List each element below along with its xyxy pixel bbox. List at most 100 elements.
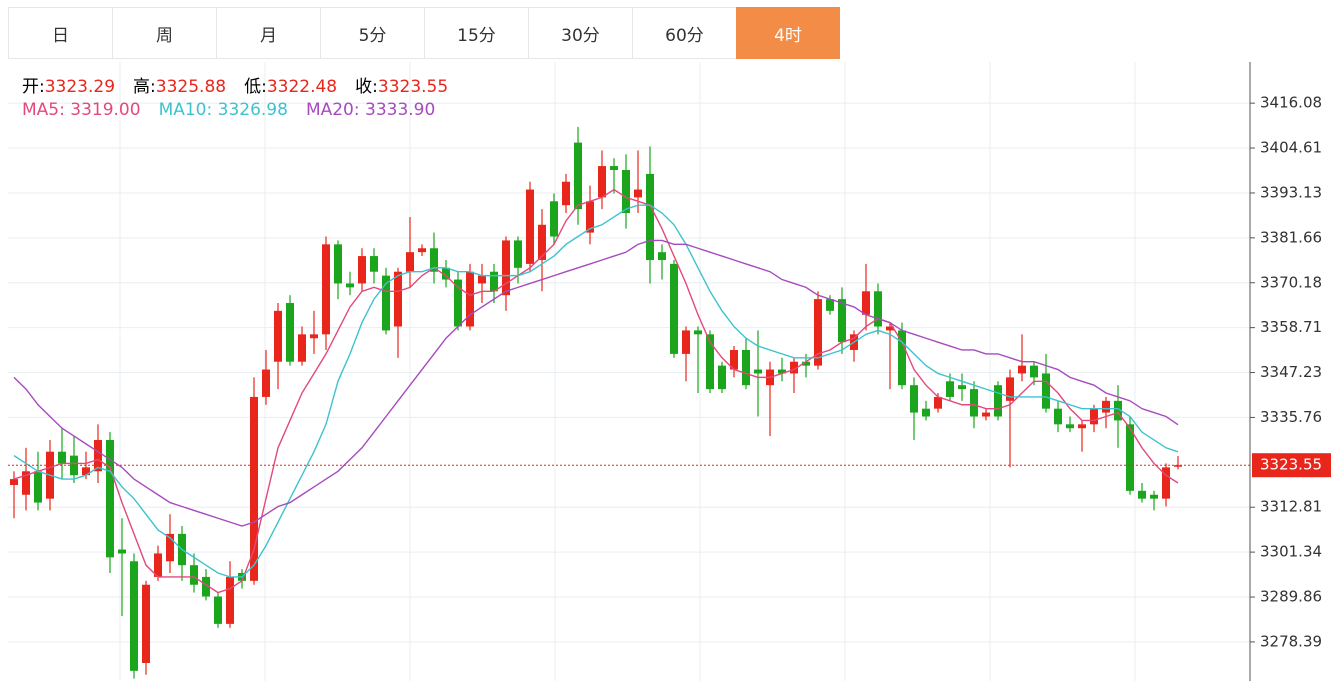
ma-value: 3326.98 [217,100,288,120]
candle-body [130,561,138,671]
candle-body [538,224,546,260]
ma-name: MA20: [305,100,360,120]
candle-body [1054,408,1062,425]
period-tab[interactable]: 30分 [528,7,632,59]
candle-body [1102,400,1110,413]
candle-body [802,361,810,366]
period-tab[interactable]: 5分 [320,7,424,59]
y-tick-label: 3358.71 [1260,318,1322,336]
candle-body [142,584,150,664]
candle-body [322,244,330,335]
period-tab[interactable]: 15分 [424,7,528,59]
candle-body [670,263,678,354]
y-tick-label: 3278.39 [1260,632,1322,650]
y-tick-label: 3289.86 [1260,588,1322,606]
candle-body [898,330,906,386]
candle-body [862,291,870,315]
period-tab[interactable]: 日 [8,7,112,59]
candle-body [1150,494,1158,499]
candle-body [478,275,486,284]
last-price-box [1252,453,1331,478]
candle-body [1126,424,1134,491]
ohlc-value: 3323.29 [44,77,116,97]
candle-body [430,248,438,272]
candle-body [814,299,822,366]
ohlc-item: 低:3322.48 [244,72,337,97]
candle-body [382,275,390,331]
candle-body [790,361,798,374]
candle-body [106,439,114,558]
candle-body [586,201,594,233]
last-price-label: 3323.55 [1260,456,1322,474]
candle-body [466,271,474,327]
candle-body [346,283,354,288]
candle-body [1030,365,1038,378]
candle-body [754,369,762,374]
candle-body [958,385,966,390]
candle-body [82,467,90,476]
candle-body [910,385,918,413]
candle-body [550,201,558,237]
candle-body [718,365,726,390]
candle-body [1138,490,1146,499]
period-tab[interactable]: 月 [216,7,320,59]
ma-legend-item: MA10: 3326.98 [159,100,288,120]
ohlc-label: 开: [22,77,45,97]
candle-body [22,471,30,495]
ma-line [13,188,1179,594]
candle-body [994,385,1002,417]
candle-body [274,310,282,362]
candle-body [394,271,402,327]
candle-body [778,369,786,374]
period-tab[interactable]: 4时 [736,7,840,59]
ma-line [13,239,1179,527]
candle-body [1114,400,1122,421]
y-tick-label: 3404.61 [1260,139,1322,157]
candle-body [1066,424,1074,429]
candle-body [1162,467,1170,499]
candle-body [442,267,450,280]
candle-body [1090,408,1098,425]
candle-body [982,412,990,417]
candle-body [490,271,498,292]
candle-body [34,471,42,503]
candle-body [874,291,882,327]
candle-body [214,596,222,624]
candle-body [58,451,66,464]
ma-value: 3319.00 [70,100,141,120]
candle-body [358,256,366,284]
candle-body [526,189,534,264]
ma-value: 3333.90 [365,100,436,120]
candle-body [826,299,834,311]
candle-body [730,349,738,370]
candle-body [886,326,894,331]
ma-name: MA10: [158,100,213,120]
ma-legend: MA5: 3319.00 MA10: 3326.98 MA20: 3333.90 [22,100,435,120]
candle-body [10,479,18,485]
ohlc-value: 3323.55 [377,77,449,97]
candle-body [1006,377,1014,401]
candle-body [250,396,258,581]
candle-body [622,169,630,214]
period-tab[interactable]: 60分 [632,7,736,59]
candle-body [694,330,702,335]
candle-body [370,256,378,272]
ohlc-item: 收:3323.55 [355,72,448,97]
candle-body [1018,365,1026,374]
ohlc-label: 高: [133,77,156,97]
candle-body [502,240,510,296]
y-tick-label: 3312.81 [1260,498,1322,516]
y-tick-label: 3416.08 [1260,94,1322,112]
y-tick-label: 3381.66 [1260,228,1322,246]
ma-line [13,204,1179,578]
candle-body [406,252,414,272]
y-tick-label: 3301.34 [1260,543,1322,561]
ma-name: MA5: [22,100,65,120]
candle-body [970,389,978,417]
period-tab[interactable]: 周 [112,7,216,59]
candle-body [334,244,342,284]
candle-body [262,369,270,397]
candle-body [514,240,522,268]
ma-legend-item: MA20: 3333.90 [306,100,435,120]
